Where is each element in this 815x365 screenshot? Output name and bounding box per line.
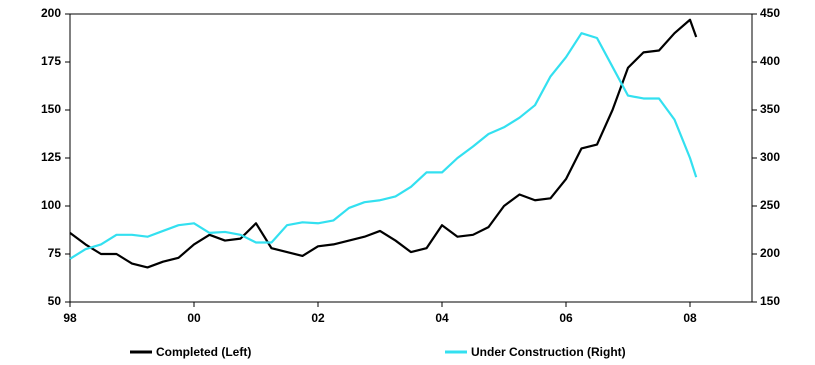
y2-tick-label: 450	[760, 6, 780, 20]
y-tick-label: 150	[41, 102, 61, 116]
y2-tick-label: 350	[760, 102, 780, 116]
x-tick-label: 02	[311, 311, 325, 325]
y2-tick-label: 150	[760, 294, 780, 308]
x-tick-label: 98	[63, 311, 77, 325]
series-line	[69, 18, 698, 269]
x-tick-label: 00	[187, 311, 201, 325]
x-tick-label: 06	[559, 311, 573, 325]
y2-tick-label: 250	[760, 198, 780, 212]
legend-label: Under Construction (Right)	[471, 345, 626, 359]
x-tick-label: 08	[683, 311, 697, 325]
y-tick-label: 100	[41, 198, 61, 212]
series-line	[69, 32, 698, 260]
y-tick-label: 125	[41, 150, 61, 164]
y2-tick-label: 300	[760, 150, 780, 164]
legend-label: Completed (Left)	[156, 345, 251, 359]
x-tick-label: 04	[435, 311, 449, 325]
y-tick-label: 200	[41, 6, 61, 20]
y-tick-label: 50	[48, 294, 62, 308]
y2-tick-label: 200	[760, 246, 780, 260]
y2-tick-label: 400	[760, 54, 780, 68]
y-tick-label: 75	[48, 246, 62, 260]
y-tick-label: 175	[41, 54, 61, 68]
